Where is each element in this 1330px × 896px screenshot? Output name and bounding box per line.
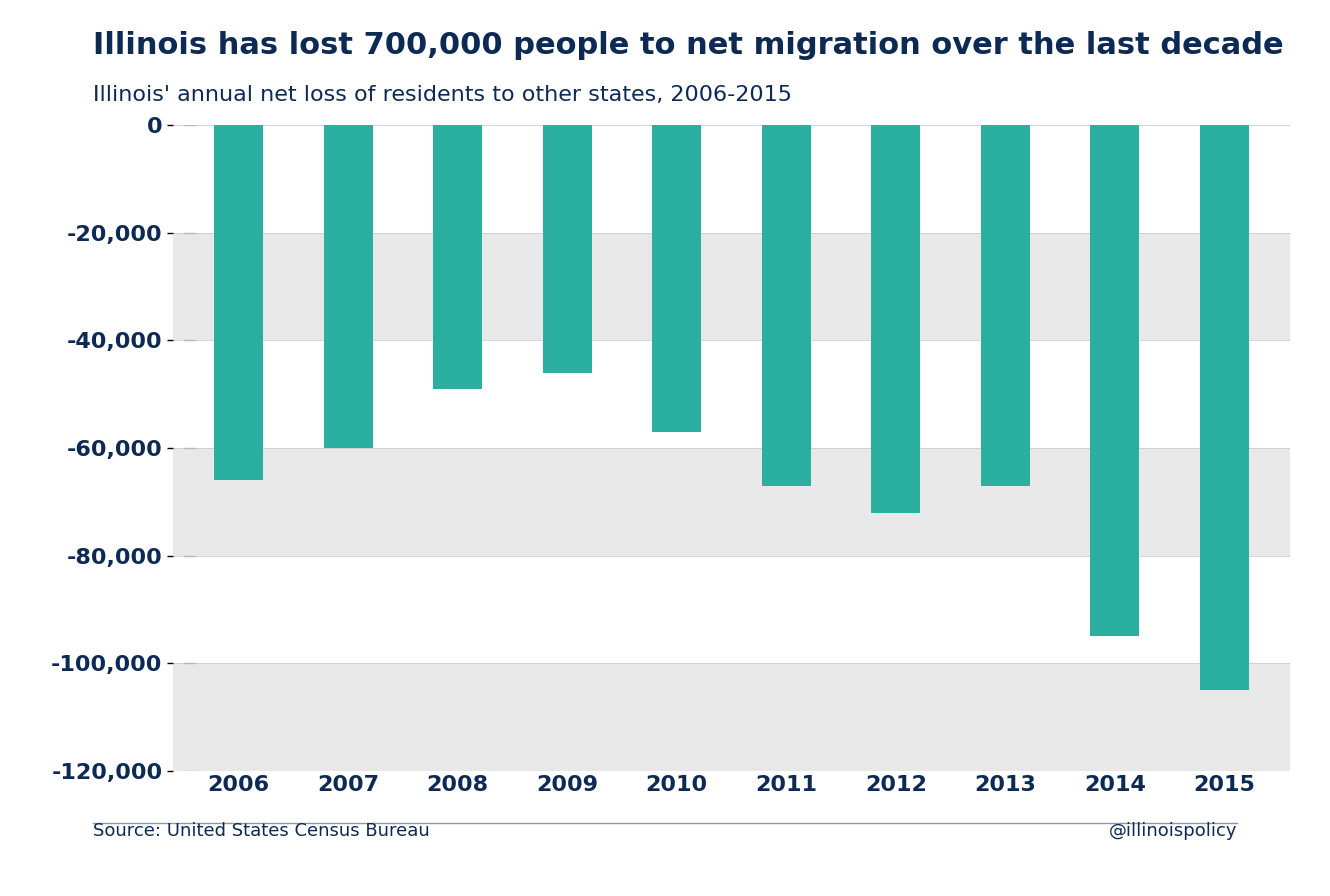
Bar [173,663,1290,771]
Bar [871,125,920,513]
Bar [173,340,1290,448]
Bar [214,125,263,480]
Bar [434,125,483,389]
Bar [323,125,372,448]
Bar [762,125,811,486]
Bar [173,125,1290,233]
Bar [173,448,1290,556]
Bar [173,233,1290,340]
Text: Source: United States Census Bureau: Source: United States Census Bureau [93,823,430,840]
Bar [652,125,701,432]
Bar [980,125,1029,486]
Bar [1200,125,1249,690]
Bar [1091,125,1140,636]
Bar [543,125,592,373]
Text: Illinois' annual net loss of residents to other states, 2006-2015: Illinois' annual net loss of residents t… [93,85,793,105]
Text: Illinois has lost 700,000 people to net migration over the last decade: Illinois has lost 700,000 people to net … [93,31,1283,60]
Bar [173,556,1290,663]
Text: @illinoispolicy: @illinoispolicy [1108,823,1237,840]
